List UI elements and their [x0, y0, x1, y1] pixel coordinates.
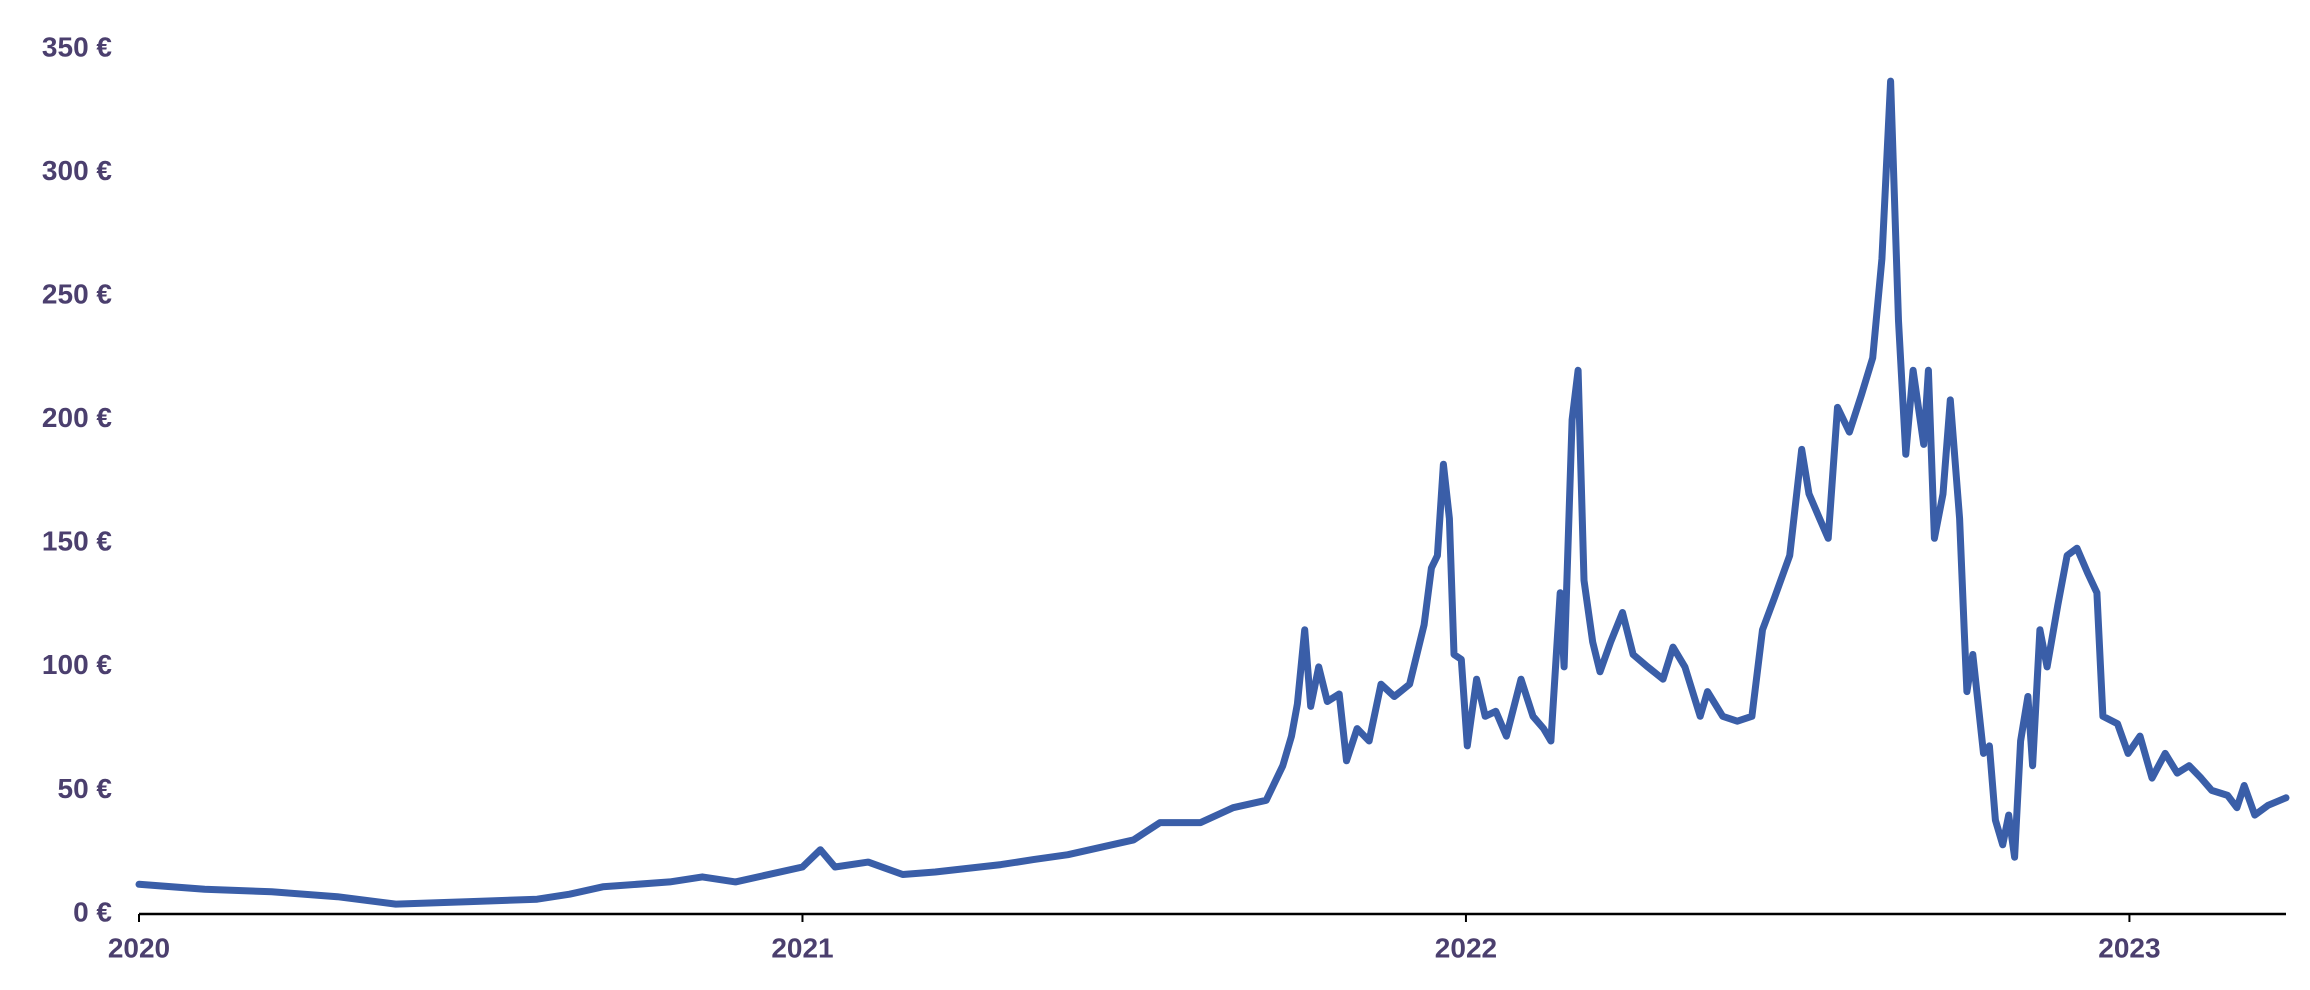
x-tick-label: 2023: [2098, 932, 2160, 963]
y-tick-label: 150 €: [42, 526, 112, 557]
y-tick-label: 100 €: [42, 649, 112, 680]
y-tick-label: 250 €: [42, 279, 112, 310]
y-tick-label: 50 €: [58, 773, 113, 804]
y-tick-label: 200 €: [42, 402, 112, 433]
price-line: [135, 77, 2290, 908]
x-tick-label: 2020: [108, 932, 170, 963]
y-tick-label: 300 €: [42, 155, 112, 186]
x-tick-label: 2022: [1435, 932, 1497, 963]
x-tick-label: 2021: [771, 932, 833, 963]
y-tick-label: 350 €: [42, 31, 112, 62]
y-tick-label: 0 €: [73, 896, 112, 927]
